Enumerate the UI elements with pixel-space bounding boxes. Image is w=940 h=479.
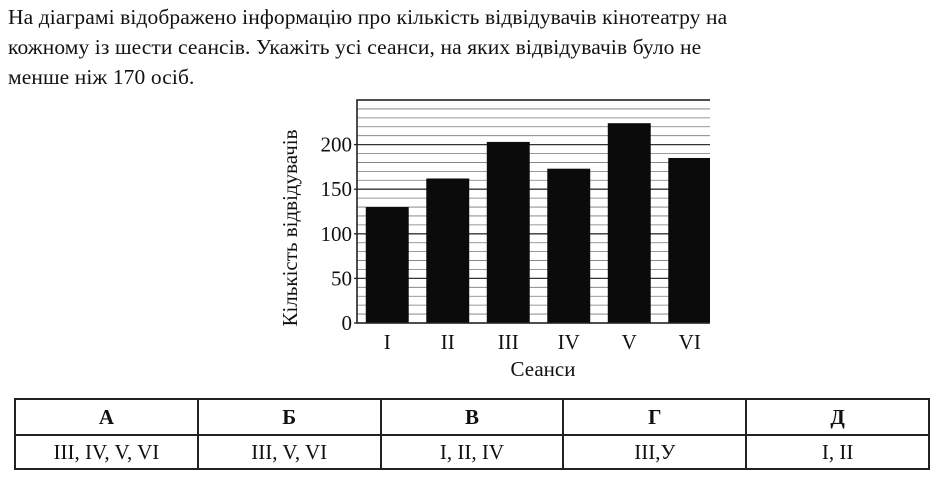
- answer-value-row: III, IV, V, VI III, V, VI I, II, IV III,…: [14, 434, 930, 470]
- y-tick-label: 200: [321, 133, 353, 157]
- answer-header-b: Б: [196, 398, 382, 436]
- answer-table: А Б В Г Д III, IV, V, VI III, V, VI I, I…: [14, 398, 930, 470]
- y-tick-label: 50: [331, 266, 352, 290]
- x-tick-label: III: [498, 330, 519, 354]
- answer-header-h: Г: [562, 398, 748, 436]
- y-tick-label: 0: [342, 311, 353, 335]
- x-axis-ticks: I II III IV V VI: [384, 330, 701, 354]
- answer-header-a: А: [14, 398, 199, 436]
- x-tick-label: IV: [558, 330, 580, 354]
- bar-VI: [668, 157, 710, 323]
- chart-bars: [365, 123, 710, 323]
- question-line-2: кожному із шести сеансів. Укажіть усі се…: [8, 35, 702, 59]
- bar-I: [365, 207, 409, 323]
- y-axis-label: Кількість відвідувачів: [278, 129, 302, 326]
- x-tick-label: II: [441, 330, 455, 354]
- question-line-3: менше ніж 170 осіб.: [8, 65, 195, 89]
- y-tick-label: 150: [321, 177, 353, 201]
- answer-header-d: Д: [745, 398, 930, 436]
- question-line-1: На діаграмі відображено інформацію про к…: [8, 5, 728, 29]
- answer-header-v: В: [379, 398, 565, 436]
- answer-option-a: III, IV, V, VI: [14, 434, 199, 470]
- answer-option-d: I, II: [745, 434, 930, 470]
- bar-III: [486, 141, 530, 323]
- question-text: На діаграмі відображено інформацію про к…: [8, 2, 932, 92]
- answer-option-b: III, V, VI: [196, 434, 382, 470]
- chart-grid: [357, 108, 710, 315]
- x-axis-label: Сеанси: [511, 357, 576, 381]
- bar-V: [607, 123, 651, 323]
- x-tick-label: I: [384, 330, 391, 354]
- answer-header-row: А Б В Г Д: [14, 398, 930, 436]
- y-tick-label: 100: [321, 222, 353, 246]
- answer-option-h: III,У: [562, 434, 748, 470]
- x-tick-label: V: [622, 330, 637, 354]
- answer-option-v: I, II, IV: [379, 434, 565, 470]
- bar-II: [426, 178, 470, 323]
- bar-IV: [547, 168, 591, 323]
- y-axis-ticks: 0 50 100 150 200: [321, 133, 357, 335]
- x-tick-label: VI: [679, 330, 701, 354]
- plot-frame: [356, 99, 710, 324]
